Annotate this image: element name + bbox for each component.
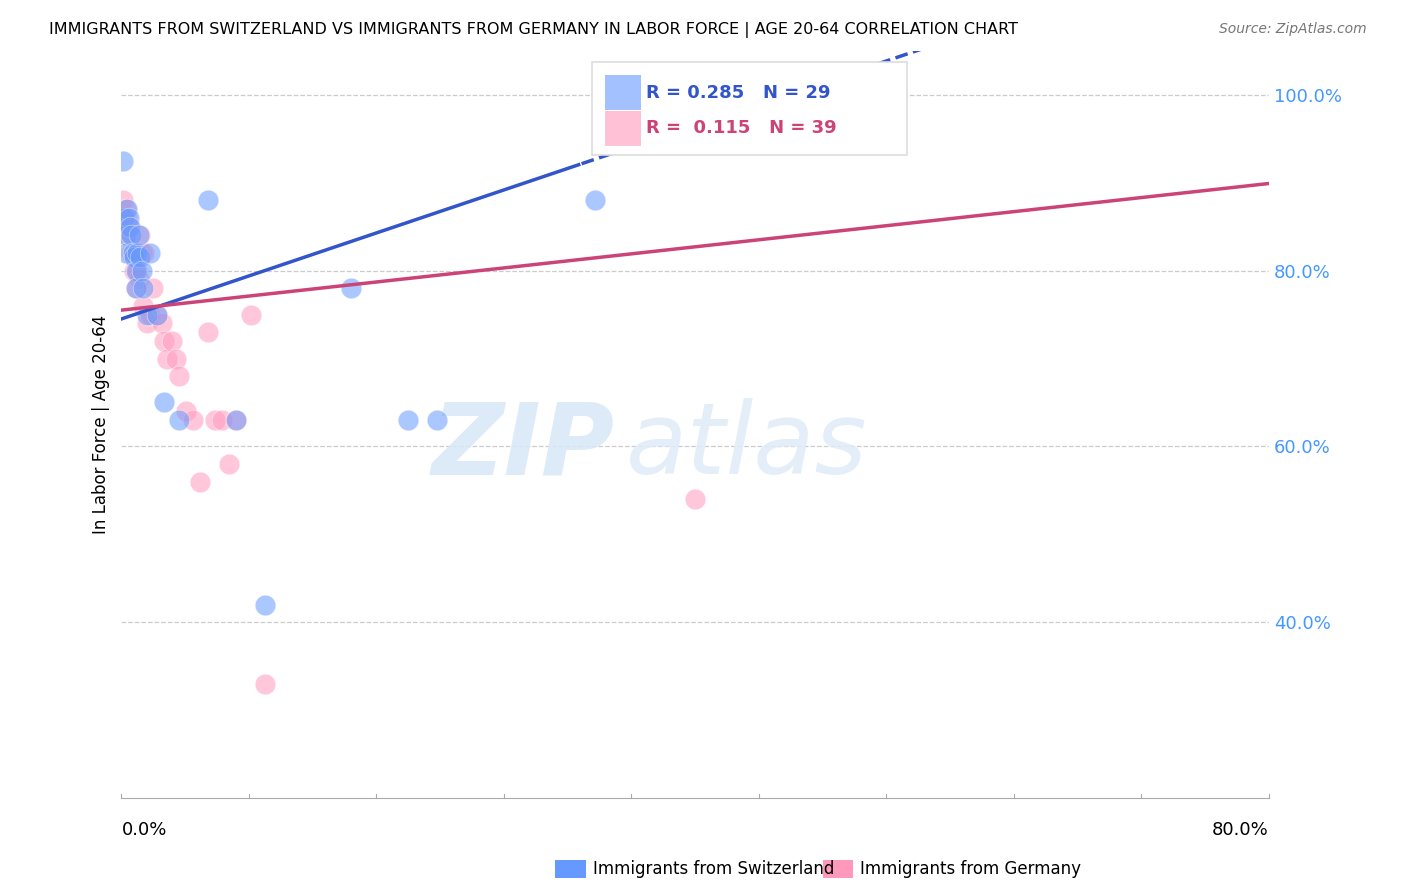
- Point: [118, 219, 141, 234]
- Text: atlas: atlas: [626, 399, 868, 495]
- Point: [129, 228, 152, 243]
- Point: [125, 281, 148, 295]
- Point: [197, 193, 219, 207]
- Point: [139, 246, 162, 260]
- Point: [124, 263, 146, 277]
- Point: [340, 281, 363, 295]
- Point: [583, 193, 606, 207]
- Point: [156, 351, 179, 366]
- Point: [121, 246, 143, 260]
- Point: [146, 308, 169, 322]
- Point: [225, 413, 247, 427]
- Point: [114, 246, 136, 260]
- Point: [683, 492, 706, 507]
- Point: [115, 211, 138, 225]
- Point: [197, 325, 219, 339]
- Point: [131, 263, 153, 277]
- Point: [153, 334, 176, 348]
- Point: [142, 281, 165, 295]
- Point: [218, 457, 240, 471]
- FancyBboxPatch shape: [592, 62, 907, 155]
- Point: [396, 413, 419, 427]
- Point: [167, 369, 190, 384]
- Point: [211, 413, 233, 427]
- Point: [181, 413, 204, 427]
- Point: [117, 219, 139, 234]
- Point: [160, 334, 183, 348]
- Point: [128, 272, 150, 286]
- Point: [125, 246, 148, 260]
- Point: [150, 316, 173, 330]
- Text: R = 0.285   N = 29: R = 0.285 N = 29: [645, 84, 831, 102]
- Point: [127, 246, 149, 260]
- Point: [118, 228, 141, 243]
- Point: [426, 413, 449, 427]
- Text: Source: ZipAtlas.com: Source: ZipAtlas.com: [1219, 22, 1367, 37]
- Point: [253, 677, 276, 691]
- Text: R =  0.115   N = 39: R = 0.115 N = 39: [645, 120, 837, 137]
- Point: [117, 211, 139, 225]
- Point: [129, 251, 152, 265]
- Point: [132, 299, 155, 313]
- Point: [225, 413, 247, 427]
- Point: [122, 246, 145, 260]
- Text: Immigrants from Germany: Immigrants from Germany: [860, 860, 1081, 878]
- Point: [136, 308, 159, 322]
- Point: [204, 413, 226, 427]
- Y-axis label: In Labor Force | Age 20-64: In Labor Force | Age 20-64: [93, 315, 110, 534]
- Point: [146, 308, 169, 322]
- Text: IMMIGRANTS FROM SWITZERLAND VS IMMIGRANTS FROM GERMANY IN LABOR FORCE | AGE 20-6: IMMIGRANTS FROM SWITZERLAND VS IMMIGRANT…: [49, 22, 1018, 38]
- Text: 80.0%: 80.0%: [1212, 821, 1270, 838]
- Point: [131, 246, 153, 260]
- Point: [165, 351, 187, 366]
- Point: [167, 413, 190, 427]
- Point: [115, 202, 138, 216]
- Point: [112, 211, 135, 225]
- Point: [174, 404, 197, 418]
- Point: [121, 228, 143, 243]
- Point: [125, 281, 148, 295]
- Point: [136, 316, 159, 330]
- Point: [111, 153, 134, 168]
- Point: [114, 228, 136, 243]
- Point: [125, 263, 148, 277]
- Point: [127, 263, 149, 277]
- Point: [239, 308, 262, 322]
- Text: 0.0%: 0.0%: [121, 821, 167, 838]
- Point: [124, 251, 146, 265]
- Point: [132, 281, 155, 295]
- Point: [122, 251, 145, 265]
- Point: [134, 246, 156, 260]
- Text: Immigrants from Switzerland: Immigrants from Switzerland: [593, 860, 835, 878]
- Text: ZIP: ZIP: [432, 399, 614, 495]
- Point: [153, 395, 176, 409]
- Point: [253, 598, 276, 612]
- Point: [114, 228, 136, 243]
- FancyBboxPatch shape: [605, 75, 641, 110]
- Point: [188, 475, 211, 489]
- Point: [112, 211, 135, 225]
- Point: [128, 228, 150, 243]
- Point: [114, 202, 136, 216]
- Point: [139, 308, 162, 322]
- Point: [111, 193, 134, 207]
- FancyBboxPatch shape: [605, 112, 641, 145]
